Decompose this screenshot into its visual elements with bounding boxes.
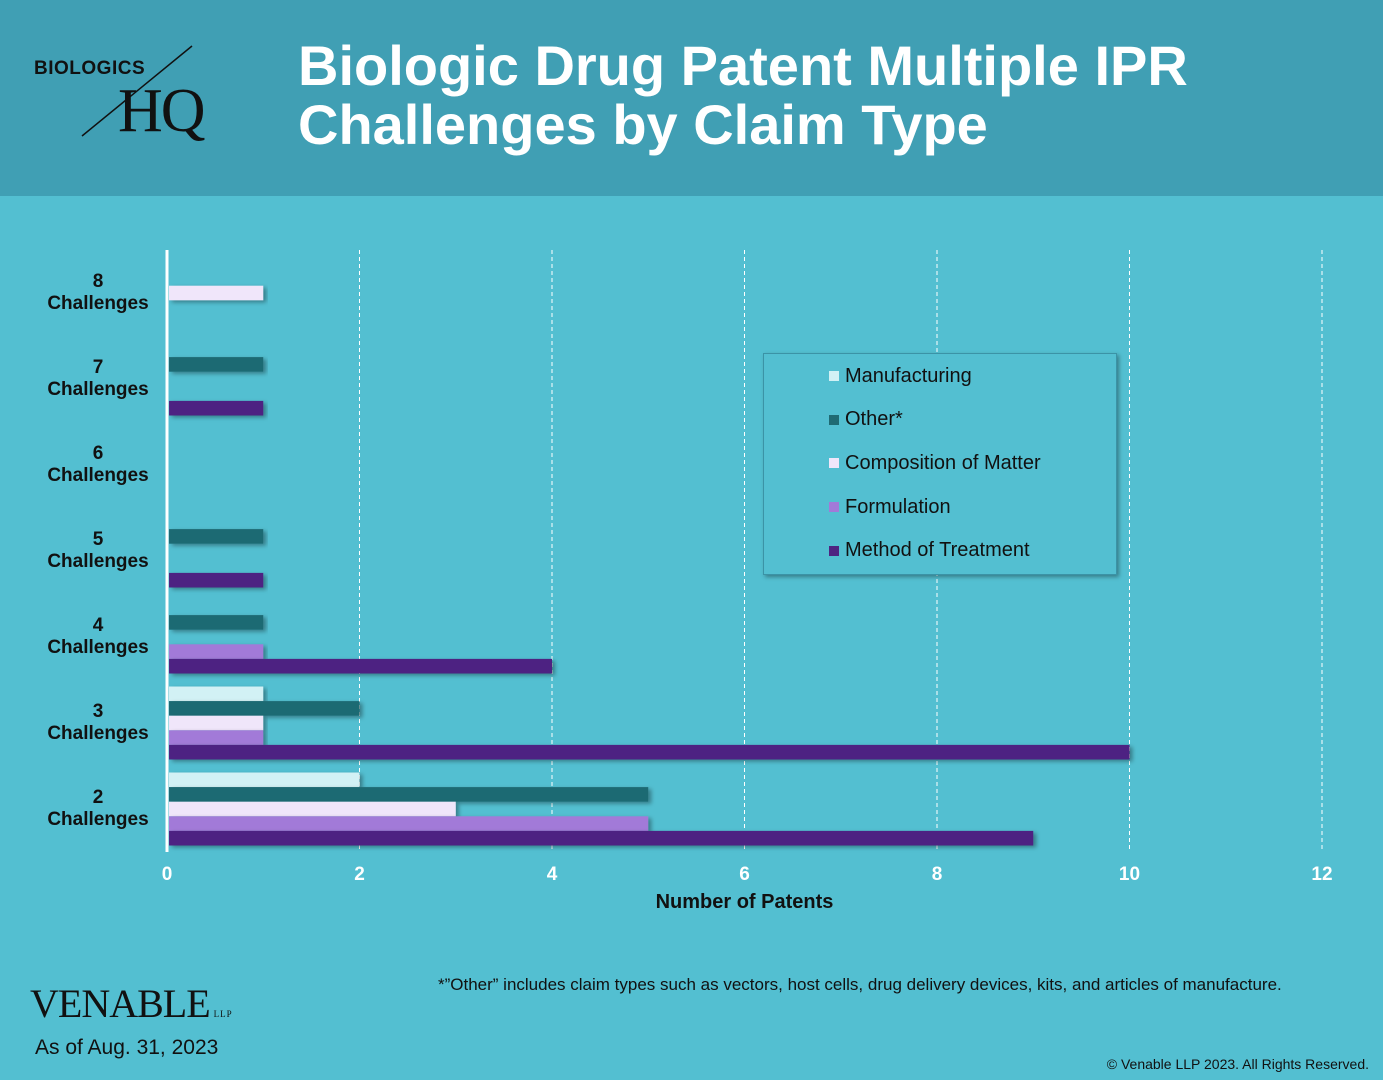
- x-tick-label: 6: [739, 864, 750, 885]
- y-category-label: 6 Challenges: [47, 443, 148, 486]
- venable-logo-text: VENABLE: [30, 981, 211, 1026]
- bar-composition-of-matter: [169, 715, 264, 731]
- header-banner: BIOLOGICS HQ Biologic Drug Patent Multip…: [0, 0, 1383, 196]
- bar-manufacturing: [169, 772, 360, 788]
- bar-other: [169, 529, 264, 544]
- venable-logo: VENABLE LLP: [30, 980, 233, 1027]
- chart-legend: Manufacturing Other* Composition of Matter…: [763, 353, 1117, 575]
- legend-label: Other*: [845, 408, 903, 431]
- bar-method-of-treatment: [169, 658, 552, 674]
- legend-label: Manufacturing: [845, 364, 972, 387]
- copyright: © Venable LLP 2023. All Rights Reserved.: [1106, 1056, 1369, 1072]
- legend-swatch: [829, 502, 839, 513]
- legend-item: Method of Treatment: [829, 539, 1030, 563]
- bar-method-of-treatment: [169, 400, 264, 416]
- bar-formulation: [169, 644, 264, 659]
- bar-formulation: [169, 816, 649, 831]
- x-tick-label: 2: [354, 864, 365, 885]
- legend-label: Method of Treatment: [845, 539, 1030, 562]
- logo-small-text: BIOLOGICS: [34, 58, 146, 79]
- as-of-date: As of Aug. 31, 2023: [35, 1036, 219, 1059]
- y-category-label: 5 Challenges: [47, 529, 148, 572]
- bar-other: [169, 357, 264, 372]
- chart-title: Biologic Drug Patent Multiple IPR Challe…: [298, 34, 1188, 156]
- y-category-label: 2 Challenges: [47, 787, 148, 830]
- legend-swatch: [829, 371, 839, 381]
- footnote: *”Other” includes claim types such as ve…: [438, 975, 1282, 994]
- bar-chart: 0 2 4 6 8 10 12 Number of Patents 8 Challenges 7 Ch…: [47, 250, 1333, 913]
- x-tick-label: 0: [162, 864, 173, 885]
- bar-other: [169, 701, 360, 716]
- x-tick-label: 4: [547, 864, 558, 885]
- legend-item: Other*: [829, 408, 903, 432]
- legend-item: Manufacturing: [829, 364, 972, 388]
- bar-method-of-treatment: [169, 744, 1130, 760]
- venable-logo-suffix: LLP: [213, 1009, 233, 1019]
- legend-label: Composition of Matter: [845, 451, 1041, 474]
- bar-other: [169, 787, 649, 802]
- logo-big-text: HQ: [118, 77, 206, 145]
- legend-swatch: [829, 458, 839, 469]
- x-tick-label: 12: [1311, 864, 1332, 885]
- legend-item: Formulation: [829, 495, 951, 519]
- legend-swatch: [829, 545, 839, 556]
- legend-swatch: [829, 414, 839, 425]
- x-tick-label: 8: [932, 864, 943, 885]
- bar-method-of-treatment: [169, 830, 1034, 846]
- logo-slash-icon: [81, 45, 193, 137]
- bar-composition-of-matter: [169, 285, 264, 301]
- bar-manufacturing: [169, 686, 264, 702]
- y-category-label: 4 Challenges: [47, 615, 148, 658]
- legend-item: Composition of Matter: [829, 451, 1041, 475]
- legend-label: Formulation: [845, 495, 951, 518]
- y-category-label: 7 Challenges: [47, 357, 148, 400]
- bar-formulation: [169, 730, 264, 745]
- x-tick-label: 10: [1119, 864, 1140, 885]
- bar-composition-of-matter: [169, 801, 456, 817]
- biologics-hq-logo: BIOLOGICS HQ: [30, 40, 250, 155]
- bar-method-of-treatment: [169, 572, 264, 588]
- y-category-label: 8 Challenges: [47, 271, 148, 314]
- x-axis-title: Number of Patents: [656, 891, 834, 913]
- y-category-label: 3 Challenges: [47, 701, 148, 744]
- bar-other: [169, 615, 264, 630]
